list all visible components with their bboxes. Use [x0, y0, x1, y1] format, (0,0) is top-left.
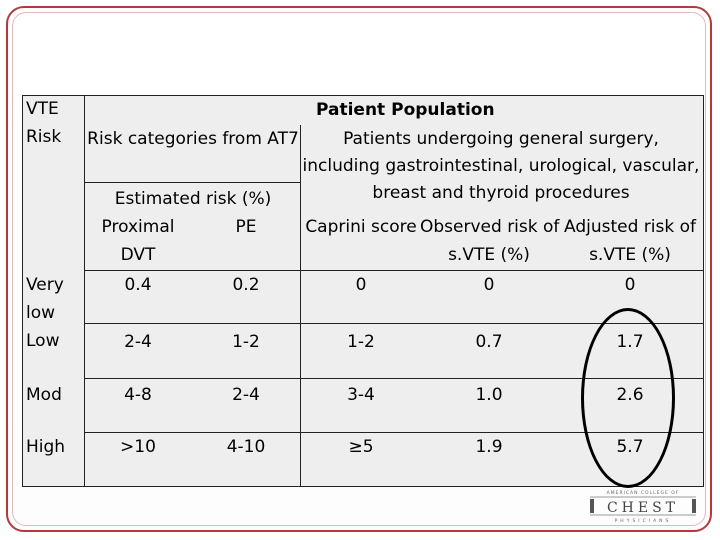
proximal-header: Proximal: [101, 217, 175, 237]
table-top-border: [22, 95, 704, 96]
logo-bottom-text: PHYSICIANS: [615, 518, 672, 524]
logo-main-text: CHEST: [607, 500, 679, 516]
header-divider: [84, 270, 704, 271]
cell-mod-dvt: 4-8: [124, 385, 152, 405]
caprini-header: Caprini score: [305, 217, 417, 237]
patient-population-header: Patient Population: [316, 100, 495, 120]
cell-low-pe: 1-2: [232, 332, 260, 352]
cell-mod-observed: 1.0: [475, 385, 503, 405]
highlight-ellipse: [581, 308, 675, 488]
cell-high-caprini: ≥5: [348, 437, 374, 457]
risk-categories-header: Risk categories from AT7: [87, 129, 299, 149]
observed-header-line2: s.VTE (%): [448, 245, 530, 265]
dvt-header: DVT: [120, 245, 156, 265]
table-bottom-border: [22, 486, 704, 487]
cell-mod-pe: 2-4: [232, 385, 260, 405]
risk-low-label: Low: [26, 331, 60, 351]
risk-high-label: High: [26, 437, 66, 457]
cell-verylow-observed: 0: [483, 275, 495, 295]
adjusted-header-line2: s.VTE (%): [589, 245, 671, 265]
risk-header: Risk: [26, 127, 62, 147]
cell-low-dvt: 2-4: [124, 332, 152, 352]
vte-column-divider: [84, 95, 85, 487]
cell-low-observed: 0.7: [475, 332, 503, 352]
slide-frame-inner: [12, 12, 706, 526]
vte-header: VTE: [26, 99, 59, 119]
cell-verylow-pe: 0.2: [232, 275, 260, 295]
table-right-border: [703, 95, 704, 487]
observed-header-line1: Observed risk of: [420, 217, 560, 237]
cell-high-observed: 1.9: [475, 437, 503, 457]
logo-top-text: AMERICAN COLLEGE OF: [607, 490, 680, 496]
risk-category-divider: [84, 182, 300, 183]
cell-low-caprini: 1-2: [347, 332, 375, 352]
table-left-border: [22, 95, 23, 487]
cell-high-dvt: >10: [120, 437, 156, 457]
risk-low-sub-label: low: [26, 303, 56, 323]
row-divider-low: [84, 323, 704, 324]
at7-column-divider: [300, 125, 301, 487]
cell-mod-caprini: 3-4: [347, 385, 375, 405]
chest-logo: AMERICAN COLLEGE OF CHEST PHYSICIANS: [590, 490, 696, 524]
row-divider-mod: [84, 378, 704, 379]
risk-very-label: Very: [26, 275, 64, 295]
adjusted-header-line1: Adjusted risk of: [564, 217, 696, 237]
cell-verylow-dvt: 0.4: [124, 275, 152, 295]
cell-high-pe: 4-10: [226, 437, 266, 457]
pe-header: PE: [235, 217, 257, 237]
patients-description: Patients undergoing general surgery, inc…: [302, 129, 700, 203]
risk-mod-label: Mod: [26, 385, 62, 405]
cell-verylow-caprini: 0: [355, 275, 367, 295]
cell-verylow-adjusted: 0: [624, 275, 636, 295]
estimated-risk-header: Estimated risk (%): [114, 189, 272, 209]
row-divider-high: [84, 432, 704, 433]
